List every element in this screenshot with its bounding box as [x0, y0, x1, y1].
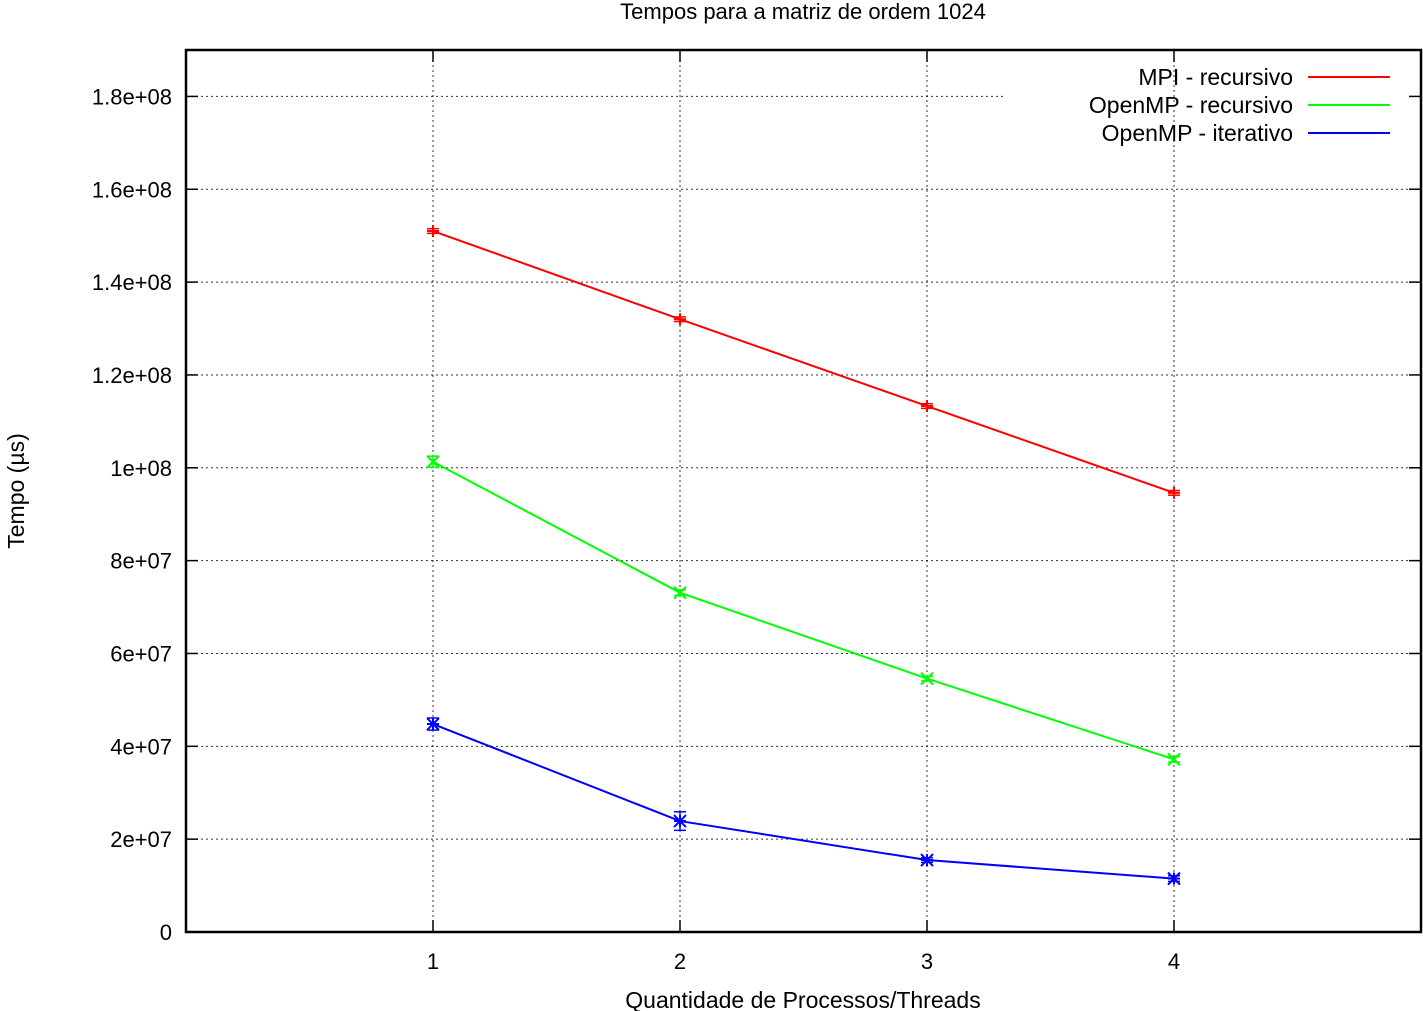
grid [186, 50, 1421, 932]
marker-stroke [920, 671, 934, 686]
marker-stroke [426, 717, 440, 731]
data-point [426, 455, 440, 469]
axes: 0 2e+07 4e+07 6e+07 8e+07 1e+08 1.2e+08 1.4e+08… [92, 50, 1421, 974]
marker-stroke [1167, 752, 1181, 767]
plot-frame [184, 48, 1423, 934]
data-point [921, 400, 933, 413]
y-tick-label: 1.6e+08 [92, 177, 172, 202]
series-2 [426, 717, 1181, 886]
y-tick-label: 0 [160, 920, 172, 945]
data-point [674, 313, 686, 326]
marker-stroke [426, 455, 440, 469]
legend-label: OpenMP - recursivo [1089, 92, 1293, 118]
y-tick-label: 1.4e+08 [92, 270, 172, 295]
x-tick-label: 4 [1168, 949, 1180, 974]
marker-stroke [673, 814, 687, 828]
y-tick-label: 8e+07 [110, 549, 172, 574]
series-1 [426, 455, 1181, 767]
marker-stroke [1167, 871, 1181, 886]
data-point [1167, 871, 1181, 886]
data-point [673, 585, 687, 600]
y-tick-label: 1.2e+08 [92, 363, 172, 388]
series-line [432, 723, 1175, 880]
y-tick-label: 1.8e+08 [92, 84, 172, 109]
data-point [1168, 486, 1180, 499]
data-point [426, 717, 440, 731]
data-point [920, 671, 934, 686]
x-tick-label: 2 [674, 949, 686, 974]
x-tick-label: 1 [427, 949, 439, 974]
chart-title: Tempos para a matriz de ordem 1024 [620, 0, 986, 24]
y-tick-label: 6e+07 [110, 641, 172, 666]
data-point [1167, 752, 1181, 767]
series-line [432, 460, 1175, 761]
y-tick-label: 1e+08 [110, 456, 172, 481]
series-line [432, 230, 1175, 494]
series-0 [427, 225, 1180, 499]
data-point [673, 814, 687, 828]
data-point [920, 853, 934, 867]
legend-label: MPI - recursivo [1138, 64, 1293, 90]
x-tick-label: 3 [921, 949, 933, 974]
series-lines [426, 225, 1181, 886]
marker-stroke [673, 585, 687, 600]
y-axis-title: Tempo (µs) [3, 433, 29, 549]
x-axis-title: Quantidade de Processos/Threads [625, 987, 980, 1011]
data-point [427, 225, 439, 238]
marker-stroke [920, 853, 934, 867]
legend-label: OpenMP - iterativo [1102, 120, 1293, 146]
y-tick-label: 2e+07 [110, 827, 172, 852]
y-tick-label: 4e+07 [110, 734, 172, 759]
